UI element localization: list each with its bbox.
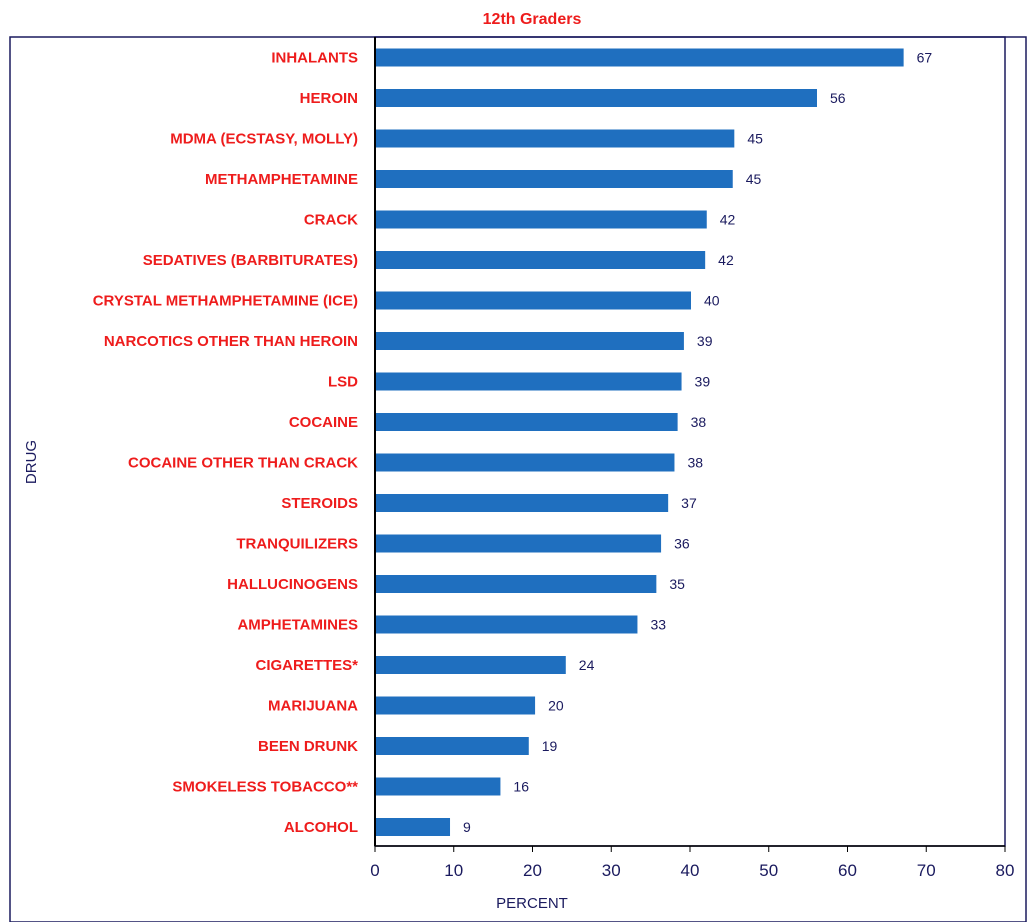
x-axis-label: PERCENT: [496, 895, 568, 912]
category-label: NARCOTICS OTHER THAN HEROIN: [104, 333, 358, 350]
category-label: MDMA (ECSTASY, MOLLY): [170, 131, 358, 148]
y-axis-label: DRUG: [23, 440, 40, 484]
x-tick-label: 10: [444, 861, 463, 880]
category-label: COCAINE: [289, 414, 358, 431]
bar: [376, 210, 707, 229]
bar: [376, 413, 678, 431]
value-label: 39: [697, 333, 713, 349]
plot-area: [374, 36, 1006, 847]
value-label: 42: [718, 252, 734, 268]
value-label: 42: [720, 212, 736, 228]
value-label: 35: [669, 576, 685, 592]
value-label: 36: [674, 536, 690, 552]
value-label: 33: [650, 617, 666, 633]
value-label: 19: [542, 738, 558, 754]
category-label: SMOKELESS TOBACCO**: [172, 779, 358, 796]
category-label: STEROIDS: [281, 495, 358, 512]
value-label: 37: [681, 495, 697, 511]
x-axis-ticks: 0 10 20 30 40 50 60 70 80: [370, 846, 1014, 880]
chart-title: 12th Graders: [483, 11, 582, 28]
category-label: TRANQUILIZERS: [236, 536, 358, 553]
x-tick-label: 20: [523, 861, 542, 880]
category-label: HALLUCINOGENS: [227, 576, 358, 593]
category-label: INHALANTS: [271, 50, 358, 67]
x-tick-label: 30: [602, 861, 621, 880]
x-tick-label: 0: [370, 861, 379, 880]
bar: [376, 372, 682, 391]
bar: [376, 656, 566, 674]
bar: [376, 251, 706, 269]
category-label: LSD: [328, 374, 358, 391]
category-label: CRACK: [304, 212, 358, 229]
bar: [376, 129, 735, 148]
value-label: 56: [830, 90, 846, 106]
category-label: SEDATIVES (BARBITURATES): [143, 252, 358, 269]
category-labels: INHALANTS HEROIN MDMA (ECSTASY, MOLLY) METH…: [93, 50, 358, 837]
x-tick-label: 50: [759, 861, 778, 880]
bar: [376, 453, 675, 472]
value-label: 45: [746, 171, 762, 187]
category-label: COCAINE OTHER THAN CRACK: [128, 455, 358, 472]
category-label: AMPHETAMINES: [237, 617, 358, 634]
bar: [376, 494, 669, 512]
value-label: 24: [579, 657, 595, 673]
bar: [376, 615, 638, 634]
value-label: 38: [691, 414, 707, 430]
bar: [376, 89, 817, 107]
bar: [376, 332, 684, 350]
category-label: CIGARETTES*: [255, 657, 358, 674]
value-label: 67: [917, 50, 933, 66]
x-tick-label: 60: [838, 861, 857, 880]
x-tick-label: 40: [681, 861, 700, 880]
value-label: 9: [463, 819, 471, 835]
bar: [376, 575, 657, 593]
category-label: ALCOHOL: [284, 819, 358, 836]
bar: [376, 818, 451, 836]
value-label: 40: [704, 293, 720, 309]
category-label: MARIJUANA: [268, 698, 358, 715]
category-label: HEROIN: [300, 90, 358, 107]
value-label: 38: [687, 455, 703, 471]
bars-group: [376, 48, 904, 836]
bar: [376, 48, 904, 67]
x-tick-label: 80: [996, 861, 1015, 880]
value-label: 45: [747, 131, 763, 147]
value-labels: 67 56 45 45 42 42 40 39 39 38 38 37 36 35 33 24 20 19 16 9: [463, 50, 932, 836]
bar: [376, 291, 691, 310]
bar: [376, 696, 536, 715]
category-label: BEEN DRUNK: [258, 738, 358, 755]
bar: [376, 737, 529, 755]
category-label: METHAMPHETAMINE: [205, 171, 358, 188]
bar: [376, 534, 662, 553]
x-tick-label: 70: [917, 861, 936, 880]
bar: [376, 777, 501, 796]
value-label: 39: [695, 374, 711, 390]
category-label: CRYSTAL METHAMPHETAMINE (ICE): [93, 293, 358, 310]
value-label: 20: [548, 698, 564, 714]
value-label: 16: [513, 779, 529, 795]
bar: [376, 170, 733, 188]
